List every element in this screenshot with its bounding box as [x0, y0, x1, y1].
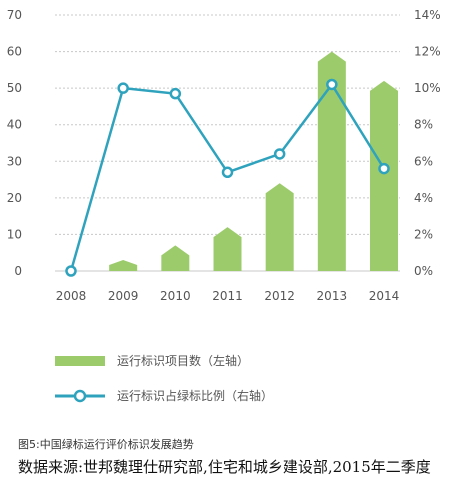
legend-bar-swatch: [55, 355, 105, 366]
y-right-tick-label: 14%: [414, 8, 441, 22]
chart: 0 10 20 30 40 50 60 70 0% 2% 4% 6% 8% 10% 12% 14% 2008…: [7, 8, 441, 303]
x-tick-label: 2013: [317, 289, 348, 303]
figure-caption: 图5:中国绿标运行评价标识发展趋势: [18, 438, 194, 451]
x-tick-label: 2009: [108, 289, 139, 303]
x-tick-label: 2012: [264, 289, 295, 303]
y-right-tick-label: 4%: [414, 191, 433, 205]
legend-line-label: 运行标识占绿标比例（右轴）: [117, 389, 274, 403]
x-tick-label: 2008: [56, 289, 87, 303]
x-tick-label: 2011: [212, 289, 243, 303]
line-series: [65, 78, 390, 277]
line-point: [169, 87, 182, 100]
y-left-tick-label: 40: [7, 118, 22, 132]
bar: [265, 183, 294, 271]
legend-line: 运行标识占绿标比例（右轴）: [55, 387, 273, 404]
legend-bar-label: 运行标识项目数（左轴）: [117, 354, 250, 368]
y-left-tick-label: 10: [7, 227, 22, 241]
line-point: [117, 82, 129, 94]
y-left-tick-label: 30: [7, 154, 22, 168]
bar: [317, 51, 346, 272]
x-tick-label: 2014: [369, 289, 400, 303]
y-right-tick-label: 2%: [414, 227, 433, 241]
bar: [161, 245, 190, 271]
y-left-tick-label: 70: [7, 8, 22, 22]
bar: [109, 260, 138, 271]
bar: [370, 80, 398, 271]
line-point: [378, 162, 390, 175]
bar: [213, 227, 242, 271]
y-axis-left: 0 10 20 30 40 50 60 70: [7, 8, 22, 278]
bar-series: [109, 51, 398, 272]
y-left-tick-label: 20: [7, 191, 22, 205]
y-right-tick-label: 6%: [414, 154, 433, 168]
line-point: [326, 78, 338, 91]
y-right-tick-label: 12%: [414, 45, 441, 59]
line-point: [65, 265, 77, 277]
y-left-tick-label: 60: [7, 45, 22, 59]
legend-bar: 运行标识项目数（左轴）: [55, 352, 249, 369]
y-left-tick-label: 0: [14, 264, 22, 278]
y-right-tick-label: 8%: [414, 118, 433, 132]
x-axis: 2008 2009 2010 2011 2012 2013 2014: [56, 289, 400, 303]
x-tick-label: 2010: [160, 289, 191, 303]
legend-line-swatch: [55, 389, 105, 402]
y-right-tick-label: 0%: [414, 264, 433, 278]
y-axis-right: 0% 2% 4% 6% 8% 10% 12% 14%: [414, 8, 441, 278]
line-point: [273, 148, 286, 160]
y-left-tick-label: 50: [7, 81, 22, 95]
y-right-tick-label: 10%: [414, 81, 441, 95]
line-point: [221, 166, 234, 179]
data-source: 数据来源:世邦魏理仕研究部,住宅和城乡建设部,2015年二季度: [18, 458, 431, 476]
